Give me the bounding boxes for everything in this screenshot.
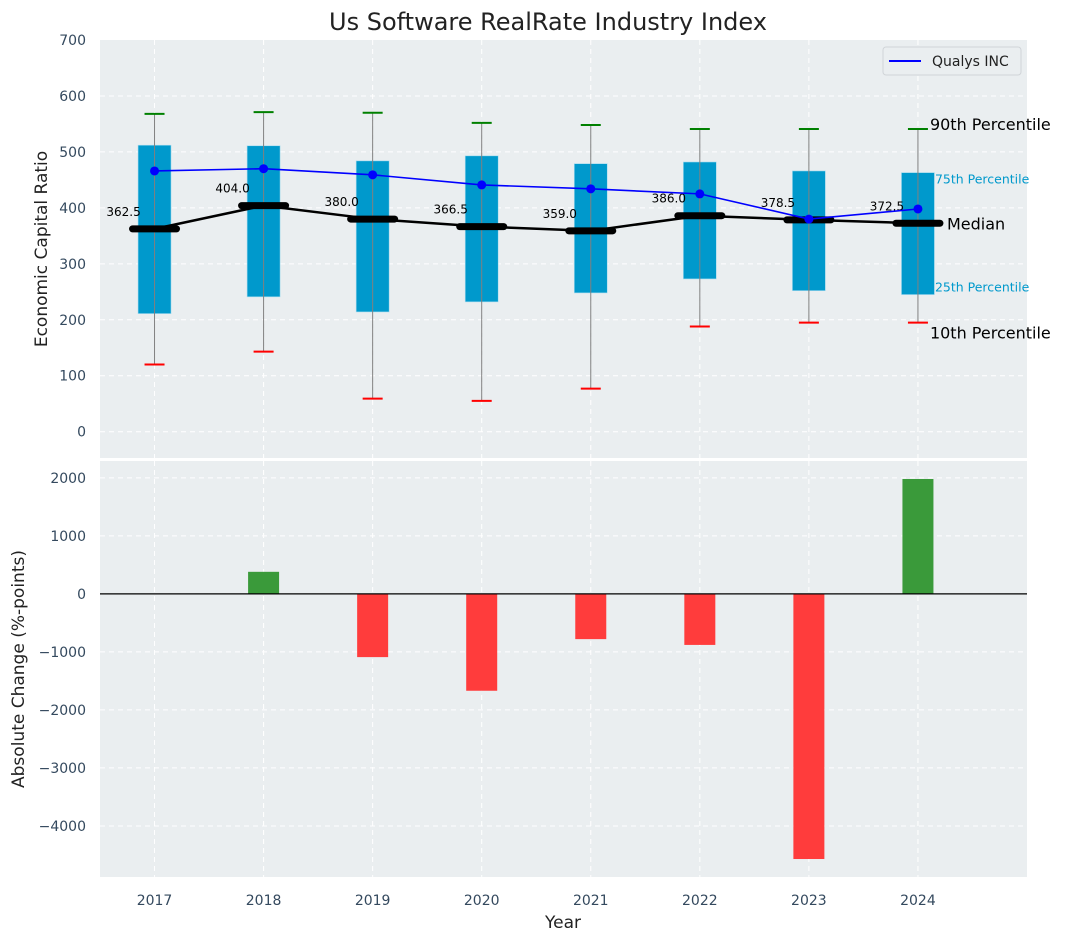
change-bar bbox=[357, 593, 389, 658]
change-bar bbox=[684, 593, 716, 645]
top-y-tick-label: 700 bbox=[59, 33, 86, 49]
qualys-point bbox=[477, 180, 487, 190]
chart-title: Us Software RealRate Industry Index bbox=[329, 8, 767, 36]
top-y-tick-label: 500 bbox=[59, 145, 86, 161]
annotation-p75: 75th Percentile bbox=[935, 172, 1030, 187]
change-bar bbox=[466, 593, 498, 691]
qualys-point bbox=[804, 214, 814, 224]
bottom-gridlines bbox=[100, 461, 1027, 877]
median-value-label: 366.5 bbox=[434, 203, 468, 217]
top-y-tick-label: 100 bbox=[59, 369, 86, 385]
x-tick-label: 2021 bbox=[573, 893, 609, 909]
bottom-plot-background bbox=[100, 461, 1027, 877]
qualys-point bbox=[259, 164, 269, 174]
bottom-y-tick-label: 2000 bbox=[50, 471, 86, 487]
bottom-y-tick-label: 1000 bbox=[50, 529, 86, 545]
change-bar bbox=[793, 593, 825, 860]
top-y-tick-label: 0 bbox=[77, 425, 86, 441]
annotation-p10: 10th Percentile bbox=[930, 324, 1051, 343]
bottom-y-tick-label: −3000 bbox=[39, 761, 86, 777]
top-y-tick-label: 400 bbox=[59, 201, 86, 217]
annotation-p90: 90th Percentile bbox=[930, 115, 1051, 134]
bottom-y-tick-labels: −4000 −3000 −2000 −1000 0 1000 2000 bbox=[39, 471, 86, 835]
median-value-label: 359.0 bbox=[543, 207, 577, 221]
top-y-tick-labels: 0 100 200 300 400 500 600 700 bbox=[59, 33, 86, 441]
qualys-point bbox=[368, 170, 378, 180]
change-bar bbox=[902, 478, 934, 594]
legend[interactable]: Qualys INC bbox=[882, 46, 1022, 76]
top-marks: 362.5 404.0 380.0 366.5 359.0 386.0 378.5 372.5… bbox=[106, 111, 1051, 402]
bottom-y-tick-label: −2000 bbox=[39, 703, 86, 719]
top-plot-background bbox=[100, 40, 1027, 458]
x-tick-label: 2019 bbox=[355, 893, 391, 909]
median-value-label: 372.5 bbox=[870, 199, 904, 213]
annotation-median: Median bbox=[947, 214, 1005, 233]
median-value-label: 386.0 bbox=[652, 192, 686, 206]
qualys-point bbox=[586, 184, 596, 194]
annotation-p25: 25th Percentile bbox=[935, 280, 1030, 295]
x-tick-label: 2023 bbox=[791, 893, 827, 909]
x-axis-label: Year bbox=[544, 913, 581, 933]
x-tick-label: 2024 bbox=[900, 893, 936, 909]
bottom-y-tick-label: −1000 bbox=[39, 645, 86, 661]
median-value-label: 404.0 bbox=[215, 182, 249, 196]
x-tick-labels: 2017 2018 2019 2020 2021 2022 2023 2024 bbox=[137, 893, 936, 909]
top-y-axis-label: Economic Capital Ratio bbox=[32, 151, 52, 347]
median-value-label: 380.0 bbox=[324, 195, 358, 209]
bottom-marks bbox=[100, 478, 1027, 860]
change-bar bbox=[248, 571, 280, 594]
qualys-point bbox=[150, 166, 160, 176]
bottom-y-axis-label: Absolute Change (%-points) bbox=[9, 550, 29, 788]
change-bar bbox=[575, 593, 607, 640]
top-y-tick-label: 600 bbox=[59, 89, 86, 105]
x-tick-label: 2020 bbox=[464, 893, 500, 909]
legend-box bbox=[882, 46, 1022, 76]
x-tick-label: 2018 bbox=[246, 893, 282, 909]
median-value-label: 378.5 bbox=[761, 196, 795, 210]
x-tick-label: 2022 bbox=[682, 893, 718, 909]
top-y-tick-label: 300 bbox=[59, 257, 86, 273]
qualys-point bbox=[695, 189, 705, 199]
qualys-point bbox=[913, 204, 923, 214]
bottom-y-tick-label: 0 bbox=[77, 587, 86, 603]
top-y-tick-label: 200 bbox=[59, 313, 86, 329]
qualys-line bbox=[154, 167, 919, 220]
median-value-label: 362.5 bbox=[106, 205, 140, 219]
bottom-y-tick-label: −4000 bbox=[39, 819, 86, 835]
x-tick-label: 2017 bbox=[137, 893, 173, 909]
legend-qualys-label: Qualys INC bbox=[932, 54, 1009, 70]
